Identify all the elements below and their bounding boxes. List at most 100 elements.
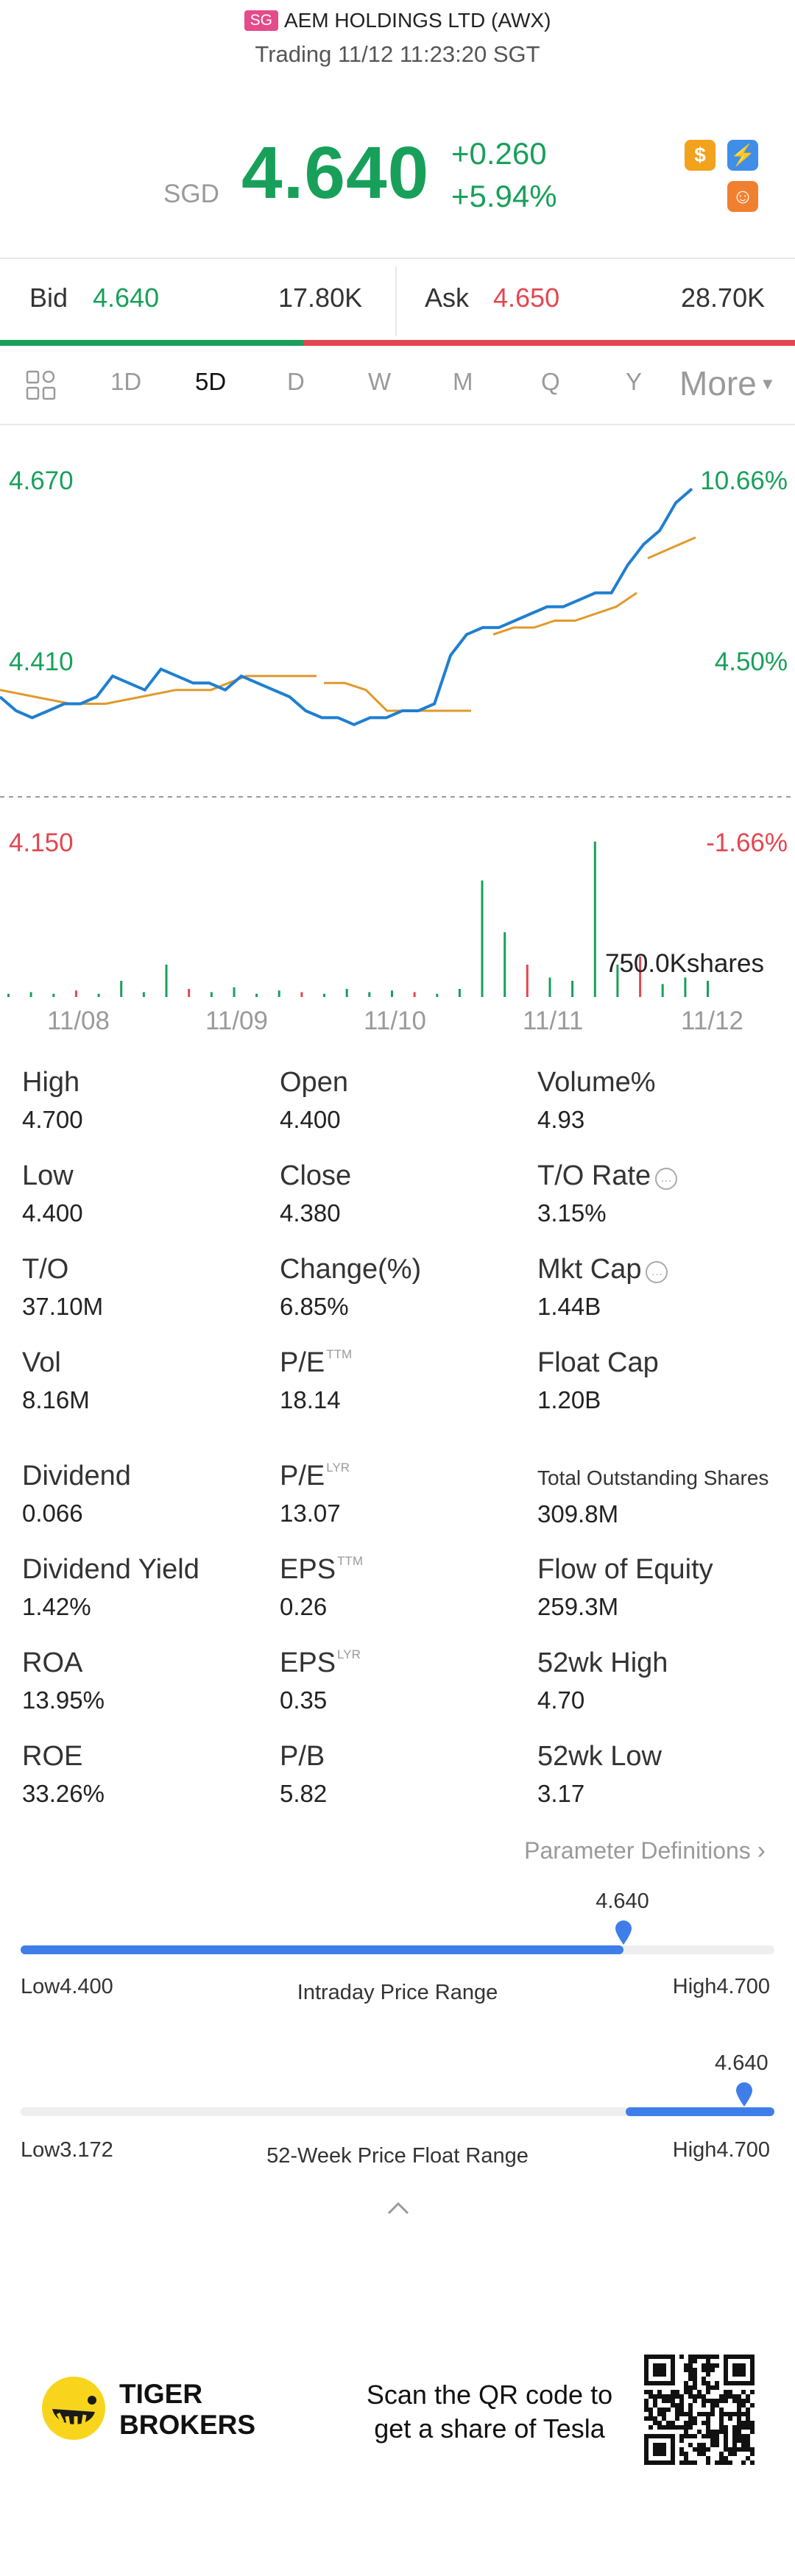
stat-label-text: Flow of Equity (537, 1554, 713, 1585)
stat-item[interactable]: Mkt Cap… 1.44B (537, 1254, 668, 1321)
bid-size: 17.80K (278, 283, 363, 313)
stat-label: Vol (22, 1347, 90, 1379)
promo-line-2: get a share of Tesla (374, 2413, 605, 2444)
stat-item: P/E LYR 13.07 (280, 1461, 350, 1527)
stat-label-text: P/E (280, 1347, 325, 1378)
volume-bar (74, 990, 77, 997)
stat-label: Float Cap (537, 1347, 659, 1379)
tab-y[interactable]: Y (626, 368, 643, 395)
tab-m[interactable]: M (453, 368, 473, 395)
price-change: +0.260 (451, 136, 547, 171)
ask-label: Ask (425, 283, 470, 313)
stat-item: Flow of Equity 259.3M (537, 1554, 713, 1621)
stat-label: P/E TTM (280, 1347, 352, 1379)
stat-item[interactable]: T/O Rate… 3.15% (537, 1160, 678, 1227)
volume-bar (458, 989, 461, 997)
bid-volume-bar (0, 340, 303, 346)
currency-label: SGD (163, 180, 219, 208)
volume-bar (707, 981, 709, 997)
intraday-title: Intraday Price Range (297, 1981, 498, 2004)
stat-value: 259.3M (537, 1593, 619, 1620)
volume-bar (29, 992, 32, 997)
x-label: 11/10 (364, 1007, 426, 1035)
y-label-bottom: 4.150 (9, 828, 74, 857)
stat-item: Low 4.400 (22, 1160, 83, 1227)
price-chart[interactable]: 4.670 4.410 4.150 10.66% 4.50% -1.66% 75… (0, 441, 795, 1045)
volume-bar (233, 987, 236, 997)
week52-current-value: 4.640 (715, 2051, 768, 2075)
info-icon[interactable]: … (655, 1168, 678, 1190)
stat-label: EPS TTM (280, 1554, 363, 1586)
stat-label-text: Vol (22, 1347, 61, 1378)
stat-item: Float Cap 1.20B (537, 1347, 659, 1414)
tab-1d[interactable]: 1D (110, 368, 142, 395)
volume-bars (7, 841, 709, 997)
parameter-definitions-link[interactable]: Parameter Definitions › (524, 1837, 766, 1865)
stat-item: Close 4.380 (280, 1160, 351, 1227)
volume-bar (52, 993, 55, 997)
stat-label: ROA (22, 1647, 105, 1679)
volume-bar (661, 984, 664, 997)
layout-grid-icon[interactable] (25, 369, 57, 402)
ask-size: 28.70K (681, 283, 766, 313)
tab-5d[interactable]: 5D (195, 368, 227, 395)
stat-label-text: Volume% (537, 1067, 656, 1098)
qr-code (644, 2355, 755, 2465)
tab-more-label: More (679, 364, 757, 402)
parameter-definitions-label: Parameter Definitions (524, 1837, 751, 1864)
stat-value: 13.07 (280, 1500, 341, 1527)
tab-d[interactable]: D (287, 368, 305, 395)
stat-label-text: 52wk Low (537, 1741, 662, 1772)
stat-label-text: Dividend Yield (22, 1554, 199, 1585)
stat-value: 33.26% (22, 1780, 105, 1807)
info-icon[interactable]: … (646, 1261, 668, 1283)
stat-value: 1.20B (537, 1386, 601, 1413)
flash-icon[interactable]: ⚡ (727, 140, 758, 171)
stat-label: T/O Rate… (537, 1160, 678, 1192)
stat-value: 4.380 (280, 1199, 341, 1227)
dollar-icon[interactable]: $ (685, 140, 716, 171)
pct-label-mid: 4.50% (714, 647, 788, 676)
stat-label-text: EPS (280, 1554, 336, 1585)
stat-item: Dividend Yield 1.42% (22, 1554, 199, 1621)
location-pin-icon (614, 1919, 633, 1949)
stat-value: 1.42% (22, 1593, 91, 1620)
last-price: 4.640 (241, 132, 430, 214)
stat-item: Volume% 4.93 (537, 1067, 656, 1134)
stat-label-text: 52wk High (537, 1647, 668, 1678)
volume-bar (165, 965, 168, 997)
stat-value: 4.400 (280, 1106, 341, 1133)
volume-bar (323, 993, 325, 997)
stat-label-text: Close (280, 1160, 352, 1191)
divider (0, 258, 795, 259)
x-label: 11/11 (523, 1007, 584, 1035)
stat-item: 52wk High 4.70 (537, 1647, 668, 1714)
stat-label-superscript: TTM (337, 1554, 363, 1568)
chevron-up-icon[interactable] (386, 2200, 411, 2220)
tiger-icon[interactable]: ☺ (727, 181, 758, 212)
divider (0, 424, 795, 425)
stat-label-text: P/E (280, 1461, 325, 1491)
stat-value: 3.15% (537, 1199, 607, 1227)
week52-fill (626, 2107, 774, 2116)
brand-line-1: TIGER (119, 2379, 203, 2409)
promo-text: Scan the QR code to get a share of Tesla (346, 2378, 633, 2446)
volume-scale-label: 750.0Kshares (605, 949, 764, 978)
stat-label-text: T/O (22, 1254, 69, 1285)
stat-item: Vol 8.16M (22, 1347, 90, 1414)
stat-label: 52wk Low (537, 1741, 662, 1773)
volume-bar (504, 932, 506, 997)
stat-value: 4.700 (22, 1106, 83, 1133)
stat-value: 6.85% (280, 1293, 349, 1320)
volume-bar (255, 993, 258, 997)
volume-bar (391, 990, 393, 997)
stat-label-superscript: TTM (326, 1347, 353, 1361)
price-change-block: +0.260 +5.94% (451, 132, 557, 218)
tab-more[interactable]: More ▼ (679, 363, 776, 403)
stat-label-superscript: LYR (337, 1647, 361, 1661)
tab-q[interactable]: Q (541, 368, 560, 395)
trading-status: Trading 11/12 11:23:20 SGT (255, 41, 540, 67)
intraday-fill (21, 1945, 624, 1954)
tab-w[interactable]: W (368, 368, 392, 395)
stat-label: High (22, 1067, 83, 1099)
